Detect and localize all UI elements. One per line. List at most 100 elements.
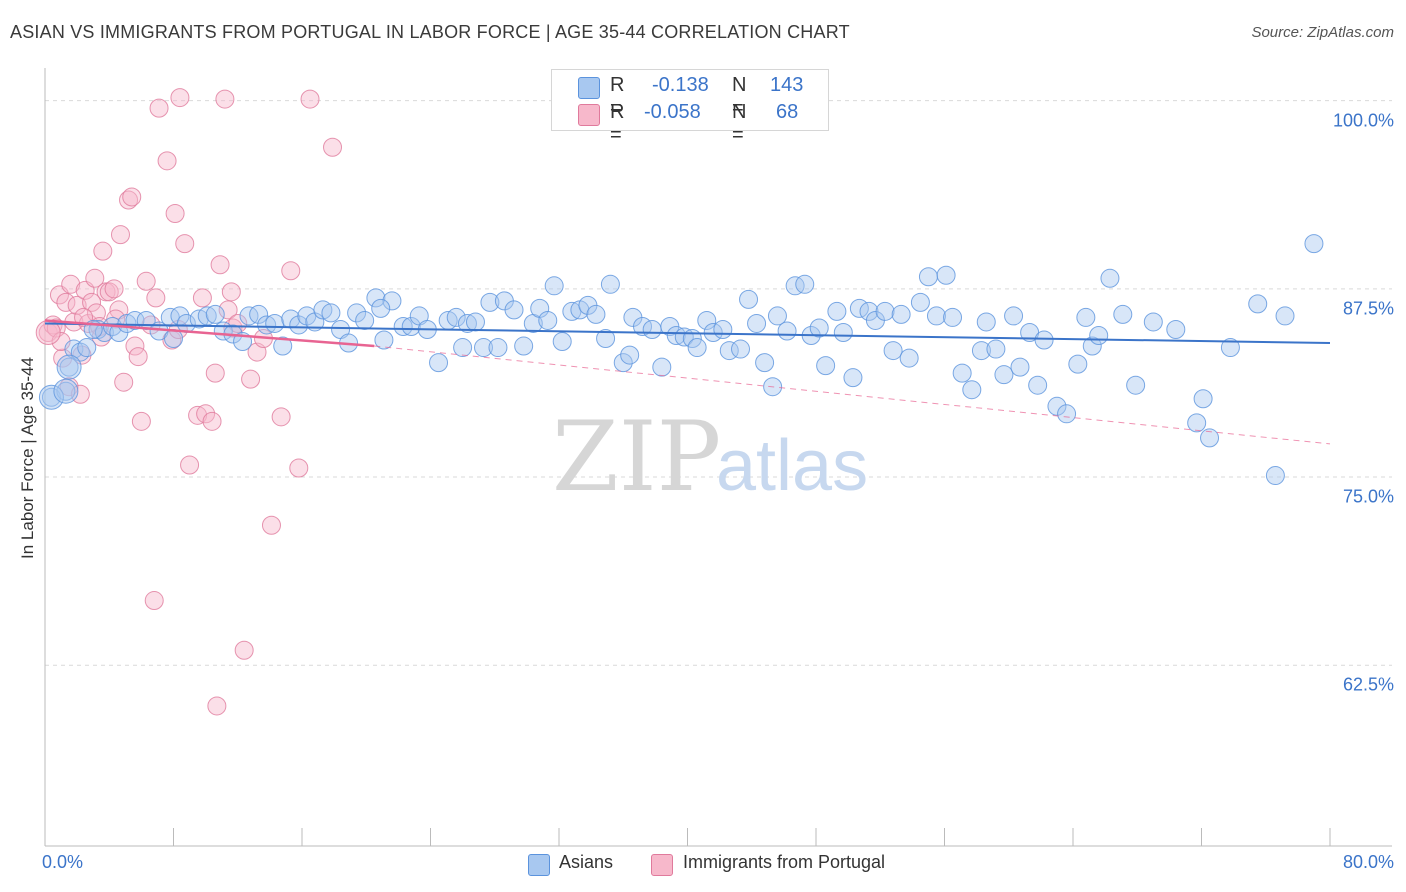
data-point-asians [1113, 304, 1133, 324]
data-point-asians [767, 306, 787, 326]
data-point-asians [393, 316, 413, 336]
data-point-portugal [93, 241, 113, 261]
swatch-asians [578, 77, 600, 99]
data-point-asians [457, 313, 477, 333]
data-point-asians [249, 304, 269, 324]
data-point-portugal [110, 225, 130, 245]
data-point-portugal [300, 89, 320, 109]
data-point-asians [371, 298, 391, 318]
data-point-asians [1034, 330, 1054, 350]
data-point-asians [1265, 466, 1285, 486]
data-point-asians [816, 356, 836, 376]
data-point-asians [1220, 338, 1240, 358]
data-point-asians [347, 303, 367, 323]
data-point-portugal [221, 282, 241, 302]
data-point-asians [382, 291, 402, 311]
data-point-portugal [271, 407, 291, 427]
data-point-portugal [207, 696, 227, 716]
data-point-asians [1028, 375, 1048, 395]
data-point-portugal [61, 274, 81, 294]
data-point-asians [1100, 268, 1120, 288]
data-point-asians [986, 339, 1006, 359]
data-point-asians [642, 319, 662, 339]
data-point-asians [1082, 336, 1102, 356]
data-point-asians [77, 338, 97, 358]
data-point-portugal [241, 369, 261, 389]
data-point-asians [586, 304, 606, 324]
r-value-portugal: -0.058 [644, 101, 701, 123]
r-value-asians: -0.138 [652, 74, 709, 96]
data-point-asians [273, 336, 293, 356]
data-point-portugal [170, 88, 190, 108]
trend-line-portugal [44, 319, 375, 348]
r-label: R = [610, 74, 625, 119]
y-tick-label: 100.0% [1332, 110, 1394, 131]
data-point-asians [257, 315, 277, 335]
data-point-asians [809, 318, 829, 338]
data-point-portugal [122, 187, 142, 207]
data-point-asians [538, 310, 558, 330]
data-point-portugal [157, 151, 177, 171]
data-point-asians [976, 312, 996, 332]
data-point-asians [1193, 389, 1213, 409]
data-point-asians [827, 301, 847, 321]
swatch-portugal [578, 104, 600, 126]
data-point-asians [514, 336, 534, 356]
data-point-asians [488, 338, 508, 358]
data-point-asians [374, 330, 394, 350]
data-point-asians [747, 313, 767, 333]
data-point-asians [1004, 306, 1024, 326]
data-point-portugal [136, 271, 156, 291]
data-point-asians [755, 353, 775, 373]
data-point-asians [600, 274, 620, 294]
source-label: Source: ZipAtlas.com [1251, 24, 1394, 41]
data-point-asians [552, 332, 572, 352]
data-point-portugal [281, 261, 301, 281]
legend-swatch-asians [528, 854, 550, 876]
data-point-asians [926, 306, 946, 326]
data-point-asians [910, 292, 930, 312]
data-point-portugal [104, 279, 124, 299]
series-asians [38, 234, 1324, 486]
data-point-portugal [175, 234, 195, 254]
legend-label-portugal: Immigrants from Portugal [683, 852, 886, 872]
data-point-asians [1275, 306, 1295, 326]
data-point-asians [446, 307, 466, 327]
data-point-asians [596, 329, 616, 349]
data-point-portugal [131, 411, 151, 431]
data-point-portugal [261, 515, 281, 535]
y-tick-label: 75.0% [1342, 486, 1394, 507]
data-point-asians [687, 338, 707, 358]
data-point-asians [713, 319, 733, 339]
data-point-asians [971, 341, 991, 361]
axes [44, 68, 1392, 847]
data-point-asians [429, 353, 449, 373]
data-point-asians [697, 310, 717, 330]
series-immigrants-from-portugal [35, 88, 343, 716]
data-point-asians [544, 276, 564, 296]
data-point-asians [1068, 354, 1088, 374]
data-point-portugal [85, 268, 105, 288]
data-point-portugal [180, 455, 200, 475]
y-tick-label: 87.5% [1342, 298, 1394, 319]
data-point-portugal [196, 404, 216, 424]
data-point-portugal [210, 255, 230, 275]
data-point-asians [652, 357, 672, 377]
data-point-portugal [215, 89, 235, 109]
data-point-asians [504, 300, 524, 320]
data-point-asians [777, 321, 797, 341]
data-point-portugal [149, 98, 169, 118]
data-point-asians [1143, 312, 1163, 332]
data-point-asians [936, 265, 956, 285]
data-point-asians [355, 310, 375, 330]
data-point-asians [875, 301, 895, 321]
data-point-asians [1248, 294, 1268, 314]
n-label: N = [732, 101, 747, 146]
data-point-asians [53, 378, 79, 404]
data-point-asians [739, 289, 759, 309]
data-point-asians [785, 276, 805, 296]
data-point-asians [962, 380, 982, 400]
data-point-portugal [188, 405, 208, 425]
data-point-asians [1304, 234, 1324, 254]
data-point-asians [1076, 307, 1096, 327]
